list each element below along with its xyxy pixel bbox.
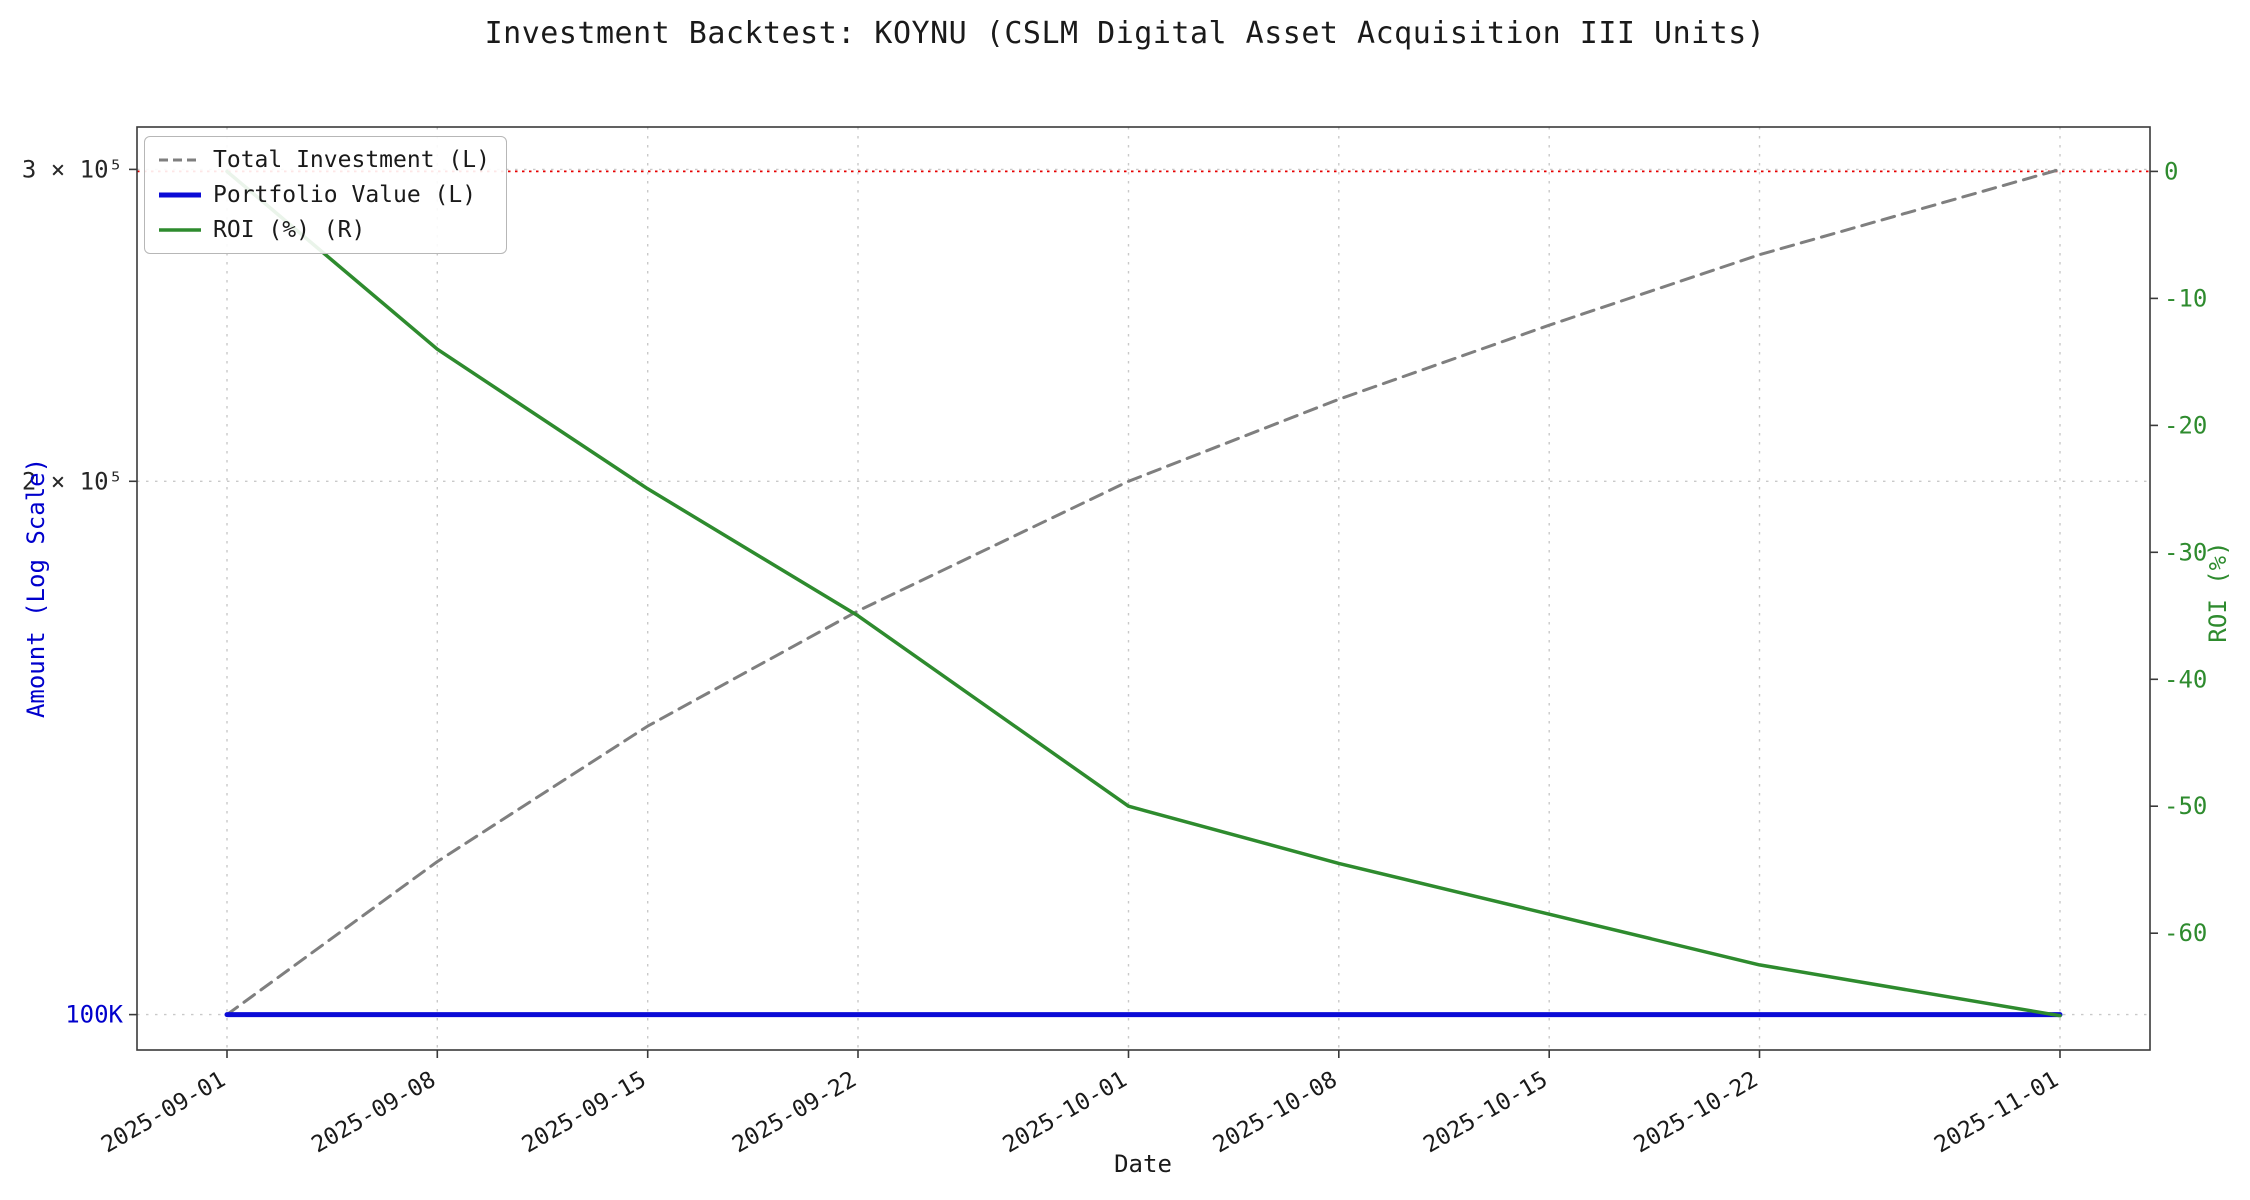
plot-border [136, 126, 2151, 1051]
right-axis-tick-label: -20 [2164, 411, 2207, 439]
legend-item-roi: ROI (%) (R) [157, 217, 490, 243]
x-axis-tick-label: 2025-10-01 [999, 1067, 1132, 1159]
legend: Total Investment (L) Portfolio Value (L)… [144, 136, 507, 254]
x-axis-tick-label: 2025-11-01 [1930, 1067, 2063, 1159]
right-axis-tick-label: -10 [2164, 284, 2207, 312]
legend-label-roi: ROI (%) (R) [213, 217, 366, 243]
legend-label-portfolio-value: Portfolio Value (L) [213, 182, 477, 208]
series-line-0 [225, 167, 2062, 1017]
series-line-2 [225, 169, 2062, 1018]
left-axis-tick-label: 3 × 10⁵ [22, 155, 123, 183]
left-axis-tick-label: 2 × 10⁵ [22, 467, 123, 495]
x-axis-tick-label: 2025-10-15 [1419, 1067, 1552, 1159]
right-axis-tick-label: -50 [2164, 792, 2207, 820]
x-axis-tick-label: 2025-09-01 [97, 1067, 230, 1159]
x-axis-label: Date [1114, 1150, 1172, 1178]
left-axis-tick-label: 100K [65, 1001, 123, 1029]
right-axis-tick-label: -40 [2164, 665, 2207, 693]
legend-label-total-investment: Total Investment (L) [213, 147, 490, 173]
x-axis-tick-label: 2025-10-22 [1630, 1067, 1763, 1159]
right-axis-tick-label: -30 [2164, 538, 2207, 566]
right-axis-tick-label: 0 [2164, 157, 2178, 185]
x-axis-tick-label: 2025-09-08 [307, 1067, 440, 1159]
x-axis-tick-label: 2025-10-08 [1209, 1067, 1342, 1159]
x-axis-tick-label: 2025-09-22 [728, 1067, 861, 1159]
legend-solid-green-line-sample [159, 228, 201, 232]
legend-item-total-investment: Total Investment (L) [157, 147, 490, 173]
legend-dashed-line-sample [159, 158, 201, 162]
x-axis-tick-label: 2025-09-15 [518, 1067, 651, 1159]
left-axis-label: Amount (Log Scale) [22, 457, 50, 719]
right-axis-label: ROI (%) [2204, 541, 2232, 643]
right-axis-tick-label: -60 [2164, 919, 2207, 947]
chart-title: Investment Backtest: KOYNU (CSLM Digital… [484, 16, 1766, 51]
legend-solid-blue-line-sample [159, 192, 201, 198]
legend-item-portfolio-value: Portfolio Value (L) [157, 182, 490, 208]
